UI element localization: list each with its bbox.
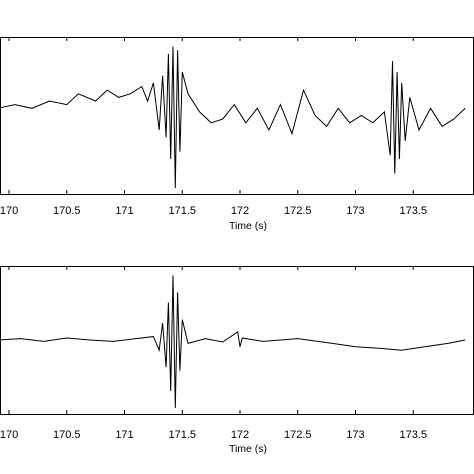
x-tick-label: 172 (231, 205, 249, 217)
bottom-x-axis-ticks: 170 170.5 171 171.5 172 172.5 173 173.5 (0, 266, 427, 441)
top-chart: 170 170.5 171 171.5 172 172.5 173 173.5 Time (s… (0, 37, 474, 232)
x-tick-label: 170 (0, 429, 18, 441)
x-tick-label: 170 (0, 205, 18, 217)
top-signal-line (0, 46, 466, 189)
bottom-signal-line (0, 275, 466, 409)
x-tick-label: 172 (231, 429, 249, 441)
x-tick-label: 170.5 (53, 205, 81, 217)
x-tick-label: 171.5 (168, 429, 196, 441)
x-tick-label: 173.5 (399, 205, 427, 217)
x-tick-label: 170.5 (53, 429, 81, 441)
x-tick-label: 173.5 (399, 429, 427, 441)
x-tick-label: 173 (346, 429, 364, 441)
top-plot-frame (0, 37, 474, 195)
x-tick-label: 171 (115, 429, 133, 441)
x-tick-label: 171 (115, 205, 133, 217)
top-x-axis-ticks: 170 170.5 171 171.5 172 172.5 173 173.5 (0, 37, 427, 217)
top-x-axis-label: Time (s) (229, 220, 267, 232)
bottom-chart: 170 170.5 171 171.5 172 172.5 173 173.5 Time (s… (0, 266, 474, 455)
x-tick-label: 172.5 (284, 429, 312, 441)
x-tick-label: 171.5 (168, 205, 196, 217)
bottom-plot-frame (0, 266, 474, 415)
x-tick-label: 173 (346, 205, 364, 217)
bottom-x-axis-label: Time (s) (229, 443, 267, 455)
x-tick-label: 172.5 (284, 205, 312, 217)
